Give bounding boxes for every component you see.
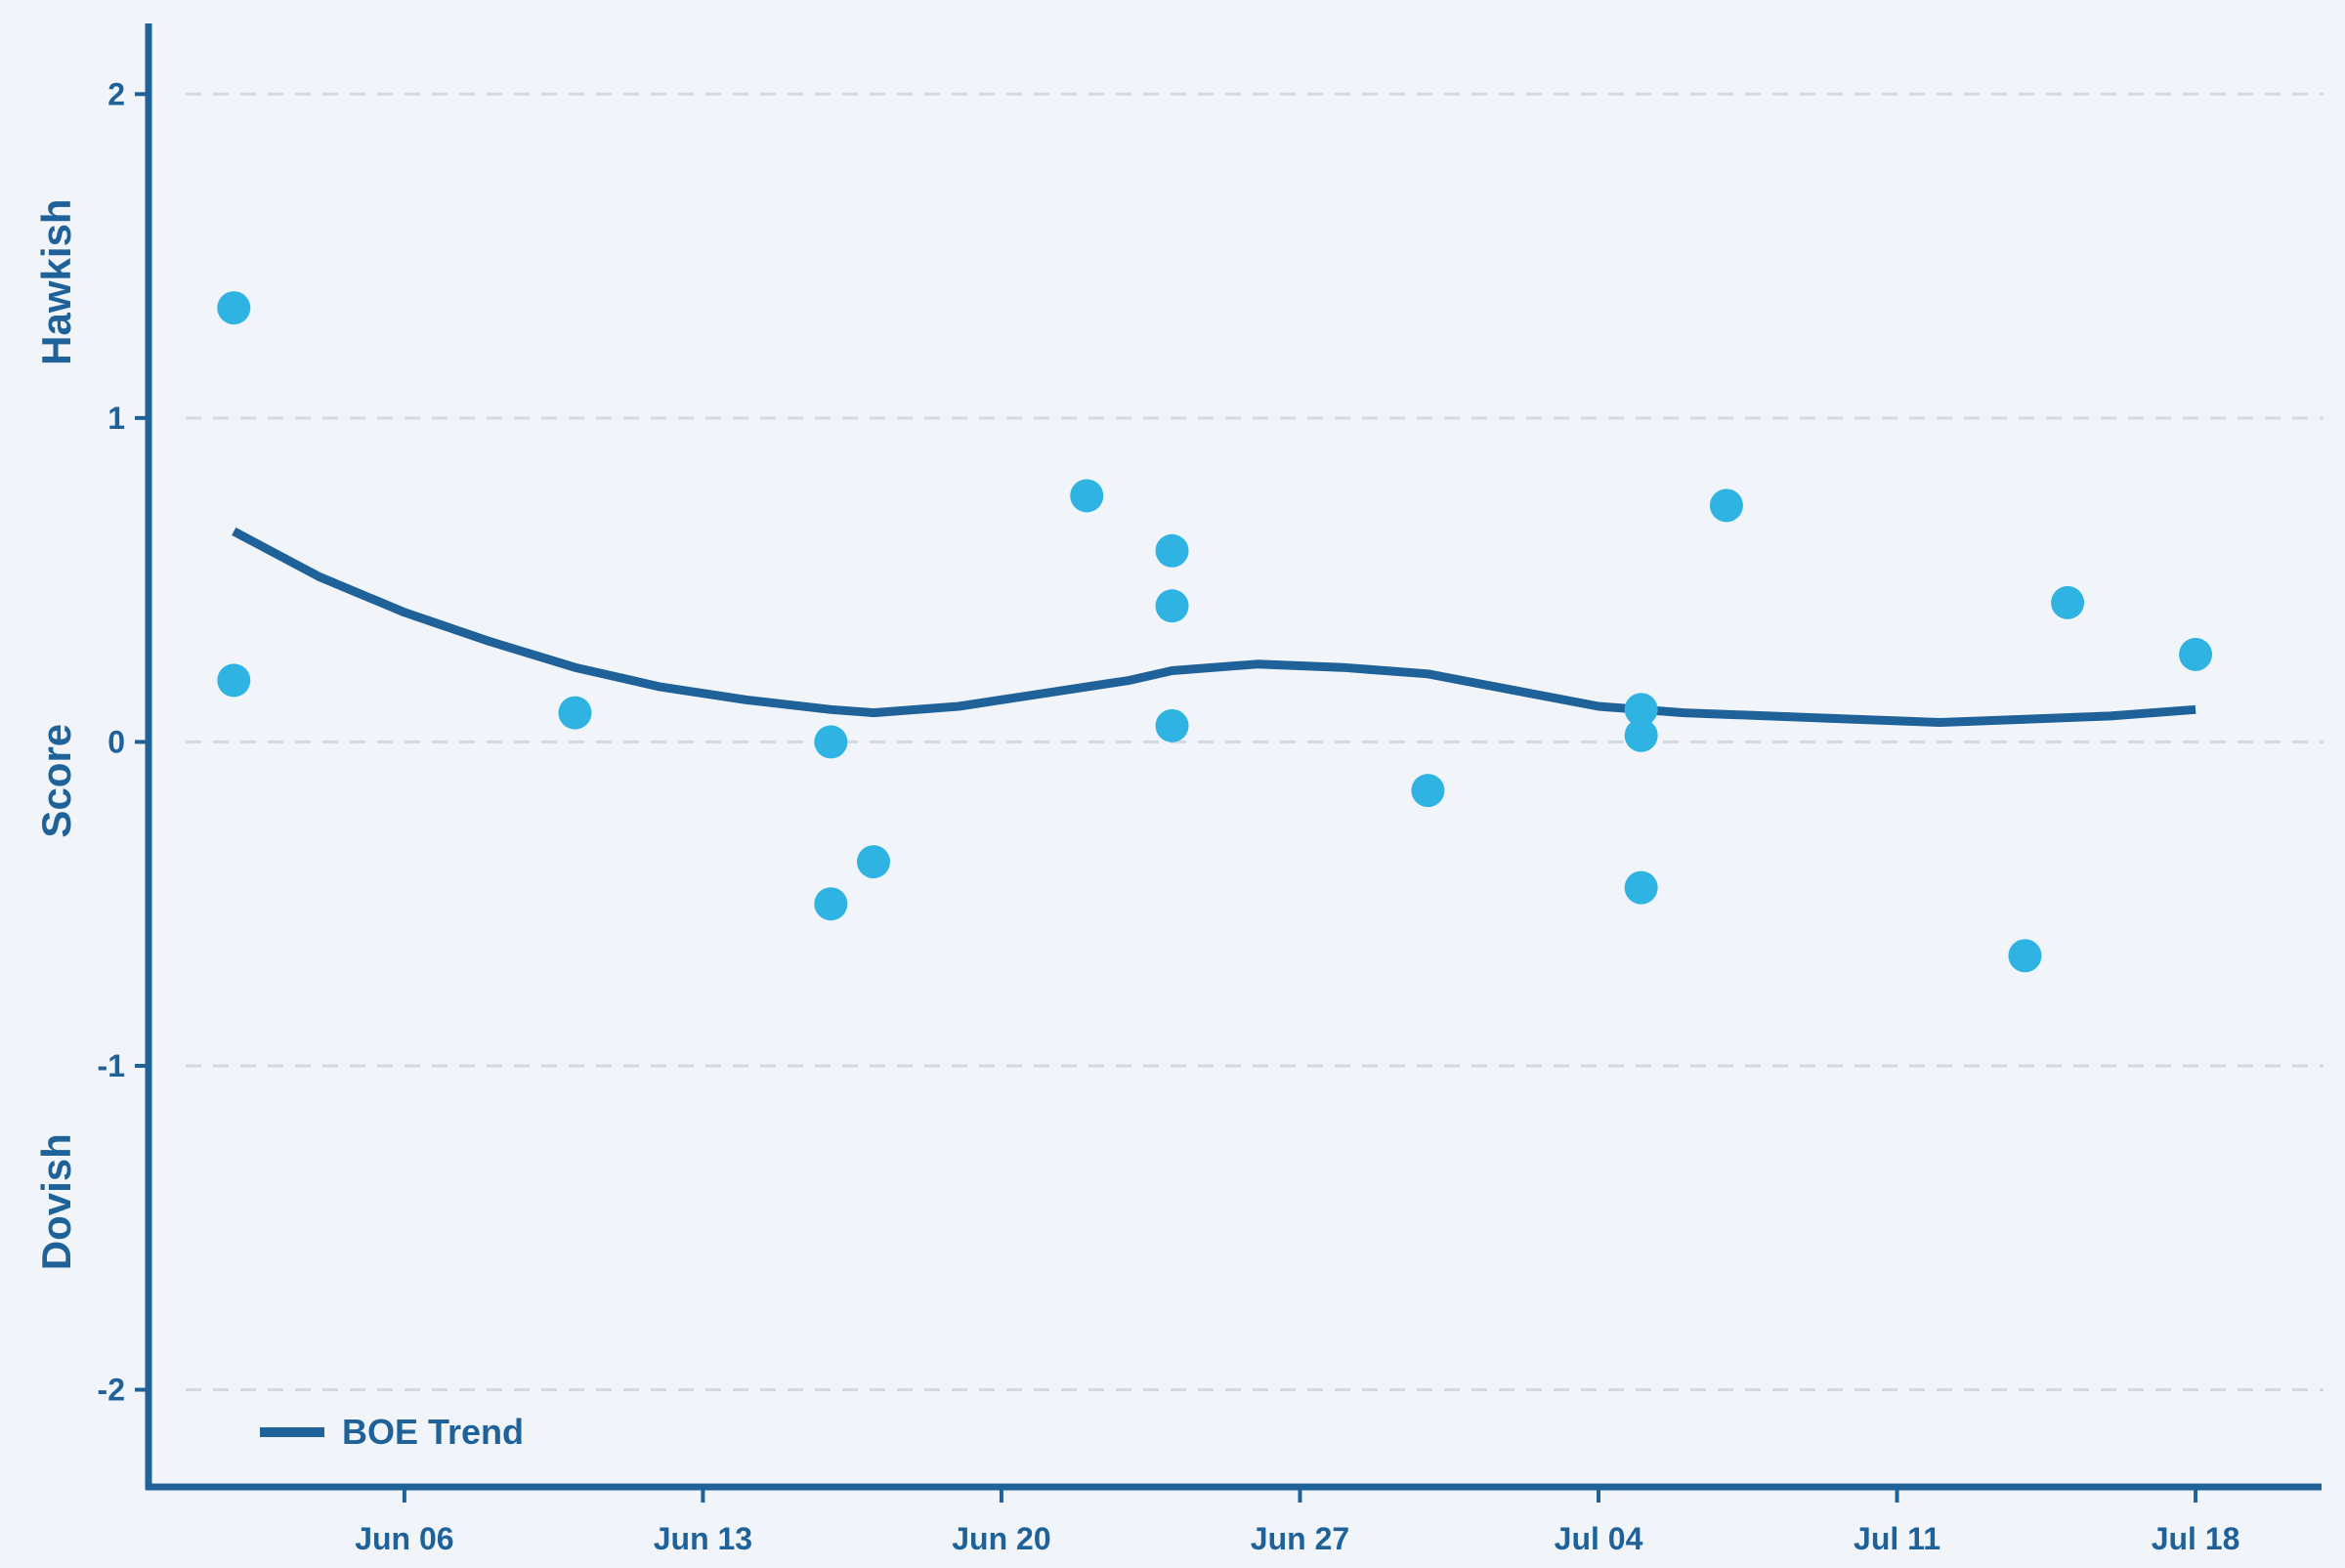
data-point xyxy=(1709,488,1743,523)
data-point xyxy=(1155,533,1189,568)
grid-layer xyxy=(186,92,2324,1392)
y-tick-label: 1 xyxy=(107,401,125,436)
data-point xyxy=(1624,870,1658,905)
data-point xyxy=(558,696,592,730)
x-tick-label: Jun 27 xyxy=(1251,1521,1349,1556)
x-tick-label: Jun 06 xyxy=(355,1521,453,1556)
y-tick-label: -2 xyxy=(98,1373,125,1408)
data-point xyxy=(1624,693,1658,727)
data-point xyxy=(1624,718,1658,752)
data-point xyxy=(2179,637,2213,671)
y-tick-label: -1 xyxy=(98,1048,125,1083)
data-point xyxy=(2008,939,2042,973)
data-point xyxy=(2051,585,2085,619)
data-point xyxy=(857,845,890,879)
points-layer xyxy=(217,291,2213,973)
legend-label: BOE Trend xyxy=(342,1412,524,1452)
data-point xyxy=(1070,479,1104,513)
data-point xyxy=(1411,774,1445,808)
labels-layer: 2 1 0 -1 -2 Jun 06 Jun 13 Jun 20 Jun 27 Jul 04 Jul… xyxy=(33,76,2239,1556)
y-label-hawkish: Hawkish xyxy=(33,198,79,364)
x-tick-label: Jun 20 xyxy=(952,1521,1050,1556)
trend-layer xyxy=(232,527,2196,727)
data-point xyxy=(217,663,251,698)
data-point xyxy=(1155,589,1189,623)
trend-line xyxy=(232,527,2196,727)
axes-layer xyxy=(135,23,2322,1503)
legend-layer: BOE Trend xyxy=(260,1412,524,1452)
y-label-dovish: Dovish xyxy=(33,1133,79,1270)
x-tick-label: Jul 11 xyxy=(1854,1521,1940,1556)
x-tick-label: Jul 04 xyxy=(1555,1521,1643,1556)
data-point xyxy=(217,291,251,325)
data-point xyxy=(814,887,848,921)
x-tick-label: Jul 18 xyxy=(2152,1521,2240,1556)
y-tick-label: 2 xyxy=(107,76,125,111)
data-point xyxy=(1155,708,1189,742)
y-axis-title: Score xyxy=(33,724,79,838)
x-tick-label: Jun 13 xyxy=(654,1521,752,1556)
data-point xyxy=(814,725,848,759)
y-tick-label: 0 xyxy=(107,724,125,759)
